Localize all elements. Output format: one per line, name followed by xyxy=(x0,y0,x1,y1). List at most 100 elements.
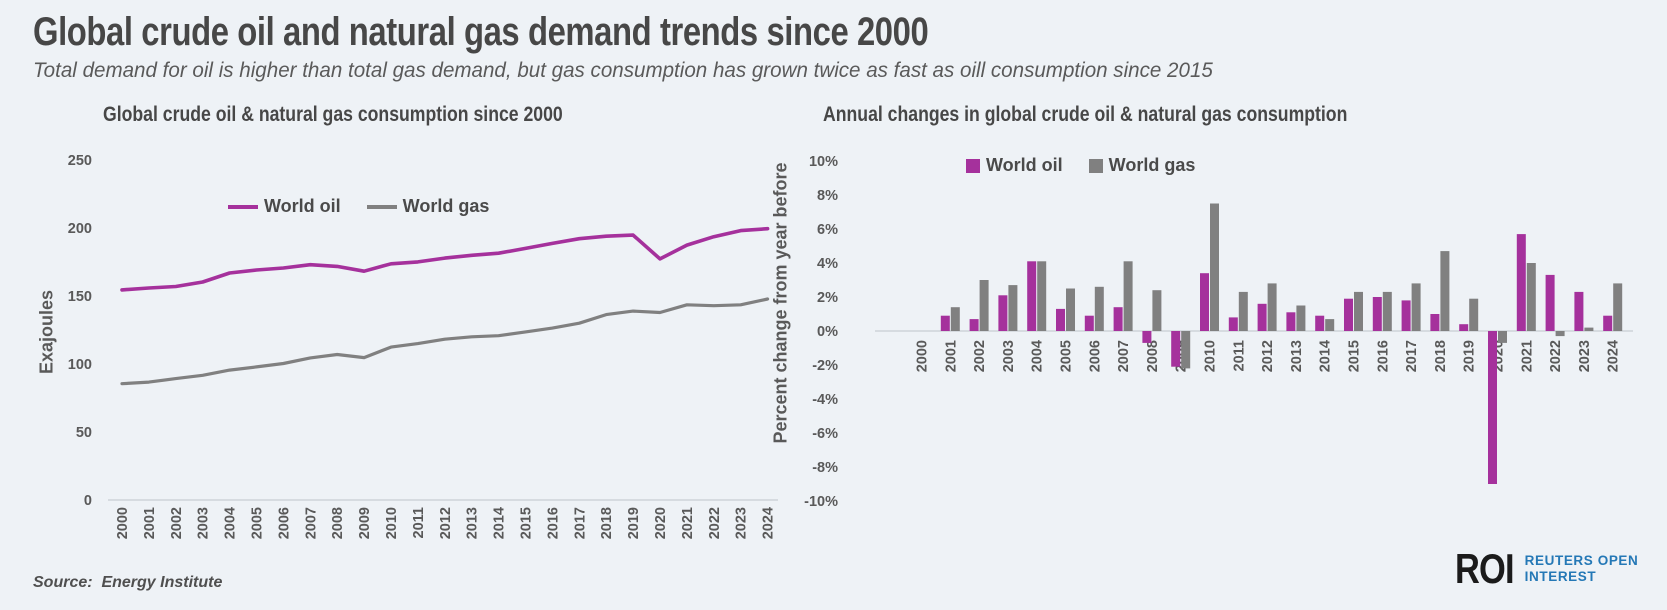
bar-oil-2024 xyxy=(1603,315,1613,331)
y-tick-label: 6% xyxy=(817,222,838,238)
x-tick-label: 2010 xyxy=(1203,340,1219,372)
x-tick-label: 2001 xyxy=(142,507,158,539)
x-tick-label: 2012 xyxy=(1260,340,1276,372)
bar-oil-2008 xyxy=(1142,331,1152,343)
roi-logo-line1: REUTERS OPEN xyxy=(1524,552,1639,568)
bar-oil-2016 xyxy=(1372,297,1382,331)
bar-gas-2009 xyxy=(1181,331,1191,369)
y-tick-label: 0 xyxy=(84,493,92,509)
bar-gas-2005 xyxy=(1066,288,1075,331)
x-tick-label: 2004 xyxy=(223,507,239,539)
bar-gas-2021 xyxy=(1526,263,1536,331)
x-tick-label: 2019 xyxy=(1462,340,1478,372)
x-tick-label: 2021 xyxy=(680,507,696,539)
bar-oil-2015 xyxy=(1344,298,1353,331)
y-tick-label: 8% xyxy=(817,188,838,204)
bar-oil-2020 xyxy=(1488,331,1497,484)
bar-gas-2002 xyxy=(979,280,989,331)
bar-gas-2015 xyxy=(1354,291,1363,331)
x-tick-label: 2008 xyxy=(330,507,346,539)
bar-gas-2016 xyxy=(1382,291,1392,331)
world-oil-line-swatch xyxy=(228,204,258,209)
bar-oil-2002 xyxy=(969,319,979,331)
x-tick-label: 2000 xyxy=(115,507,131,539)
y-tick-label: -2% xyxy=(812,358,838,374)
subtitle: Total demand for oil is higher than tota… xyxy=(33,59,1213,82)
y-tick-label: 0% xyxy=(817,324,838,340)
world-oil-square-swatch xyxy=(966,158,980,173)
x-tick-label: 2003 xyxy=(1001,340,1017,372)
x-tick-label: 2011 xyxy=(1231,340,1247,371)
bar-gas-2022 xyxy=(1555,331,1565,337)
x-tick-label: 2007 xyxy=(303,507,319,539)
y-tick-label: 200 xyxy=(68,221,92,237)
legend-item-world-gas: World gas xyxy=(366,196,490,217)
bar-oil-2010 xyxy=(1200,273,1209,331)
legend-label-world-gas: World gas xyxy=(1108,155,1196,175)
bar-oil-2022 xyxy=(1545,274,1555,331)
x-tick-label: 2016 xyxy=(545,507,561,539)
bar-oil-2005 xyxy=(1056,308,1065,331)
x-tick-label: 2015 xyxy=(1347,340,1363,372)
legend-item-world-oil: World oil xyxy=(966,155,1063,176)
x-tick-label: 2012 xyxy=(438,507,454,539)
x-tick-label: 2001 xyxy=(943,340,959,372)
x-tick-label: 2010 xyxy=(384,507,400,539)
x-tick-label: 2004 xyxy=(1030,340,1046,372)
bar-oil-2006 xyxy=(1084,315,1094,331)
y-tick-label: -8% xyxy=(812,460,838,476)
x-tick-label: 2024 xyxy=(1606,340,1622,372)
world-gas-square-swatch xyxy=(1088,158,1103,173)
bar-gas-2004 xyxy=(1037,261,1047,331)
bar-gas-2020 xyxy=(1498,331,1507,343)
legend-label-world-oil: World oil xyxy=(986,155,1063,175)
y-tick-label: 100 xyxy=(68,357,92,373)
y-tick-label: -10% xyxy=(804,494,838,510)
x-tick-label: 2019 xyxy=(626,507,642,539)
x-tick-label: 2009 xyxy=(357,507,373,539)
line-chart-legend: World oil World gas xyxy=(228,196,489,217)
x-tick-label: 2014 xyxy=(492,507,508,539)
bar-gas-2023 xyxy=(1584,327,1594,331)
x-tick-label: 2002 xyxy=(972,340,988,372)
x-tick-label: 2021 xyxy=(1519,340,1535,372)
bar-gas-2018 xyxy=(1440,251,1450,331)
x-tick-label: 2003 xyxy=(196,507,212,539)
legend-label-world-oil: World oil xyxy=(264,196,341,216)
y-tick-label: -6% xyxy=(812,426,838,442)
line-chart-title: Global crude oil & natural gas consumpti… xyxy=(103,103,563,126)
x-tick-label: 2024 xyxy=(761,507,777,539)
x-tick-label: 2005 xyxy=(250,507,266,539)
y-tick-label: 250 xyxy=(68,153,92,169)
legend-label-world-gas: World gas xyxy=(402,196,490,216)
x-tick-label: 2023 xyxy=(734,507,750,539)
bar-gas-2012 xyxy=(1267,283,1277,331)
bar-gas-2007 xyxy=(1123,261,1133,331)
bar-gas-2024 xyxy=(1613,283,1623,331)
x-tick-label: 2014 xyxy=(1318,340,1334,372)
bar-oil-2007 xyxy=(1113,307,1123,331)
bar-gas-2017 xyxy=(1411,283,1421,331)
bar-oil-2009 xyxy=(1171,331,1181,367)
roi-logo-line2: INTEREST xyxy=(1524,569,1597,584)
bar-oil-2004 xyxy=(1027,261,1037,331)
y-tick-label: 4% xyxy=(817,256,838,272)
x-tick-label: 2013 xyxy=(1289,340,1305,372)
bar-gas-2003 xyxy=(1008,285,1018,331)
legend-item-world-gas: World gas xyxy=(1088,155,1196,176)
bar-gas-2014 xyxy=(1325,319,1335,331)
bar-oil-2001 xyxy=(940,315,950,331)
x-tick-label: 2005 xyxy=(1059,340,1075,372)
y-tick-label: 2% xyxy=(817,290,838,306)
x-tick-label: 2020 xyxy=(653,507,669,539)
bar-oil-2021 xyxy=(1516,234,1526,331)
bar-gas-2008 xyxy=(1152,290,1162,331)
bar-gas-2011 xyxy=(1238,291,1248,331)
x-tick-label: 2018 xyxy=(1433,340,1449,372)
y-tick-label: 10% xyxy=(809,154,838,170)
legend-item-world-oil: World oil xyxy=(228,196,341,217)
bar-oil-2013 xyxy=(1286,312,1296,331)
x-tick-label: 2007 xyxy=(1116,340,1132,372)
bar-oil-2003 xyxy=(998,295,1008,331)
